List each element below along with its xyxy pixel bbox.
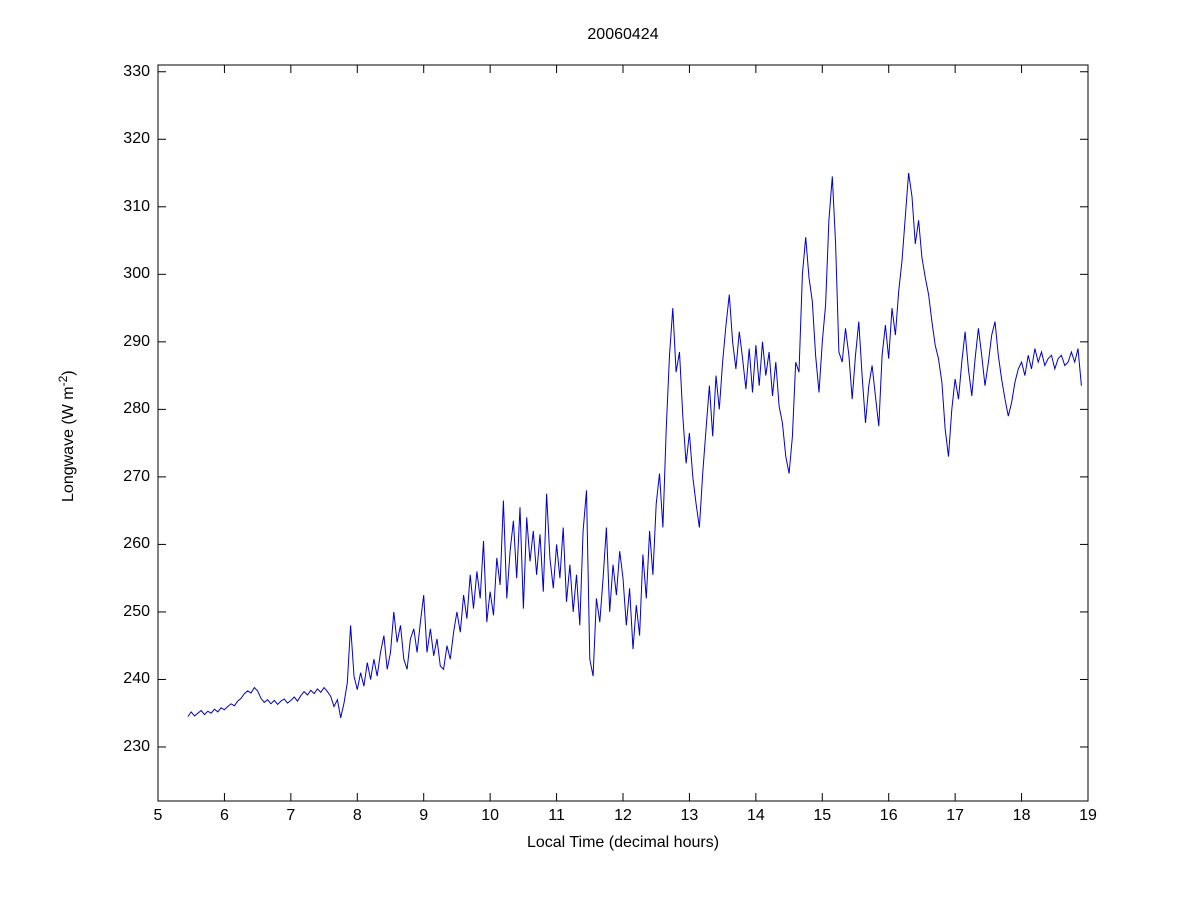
chart-title: 20060424 [587,26,659,43]
data-line [187,172,1082,719]
x-tick-label: 8 [352,807,362,824]
axes-frame [157,64,1089,802]
y-tick-label: 280 [123,400,150,418]
x-tick-label: 14 [746,807,765,824]
y-tick-label: 330 [123,62,150,80]
y-tick-label: 290 [123,332,150,350]
y-axis-label-text-close: ) [60,370,78,376]
x-tick-label: 6 [219,807,229,824]
x-tick-label: 17 [946,807,965,824]
y-axis-label: Longwave (W m-2) [56,286,78,586]
y-tick-label: 260 [123,535,150,553]
y-tick-label: 230 [123,737,150,755]
x-tick-label: 9 [419,807,429,824]
x-tick-label: 19 [1079,807,1097,824]
x-tick-label: 13 [680,807,699,824]
y-tick-label: 310 [123,197,150,215]
y-tick-label: 240 [123,670,150,688]
x-axis-label: Local Time (decimal hours) [526,834,720,851]
y-axis-label-text: Longwave (W m [60,386,78,502]
y-tick-label: 270 [123,467,150,485]
x-tick-label: 16 [879,807,898,824]
x-tick-label: 15 [813,807,832,824]
x-tick-label: 10 [481,807,500,824]
x-tick-label: 11 [548,807,565,824]
y-axis-label-superscript: -2 [55,375,70,387]
x-tick-label: 5 [153,807,163,824]
x-tick-label: 18 [1012,807,1031,824]
x-tick-label: 12 [614,807,632,824]
y-tick-label: 320 [123,130,150,148]
x-tick-label: 7 [286,807,296,824]
y-tick-label: 300 [123,265,150,283]
y-tick-label: 250 [123,602,150,620]
